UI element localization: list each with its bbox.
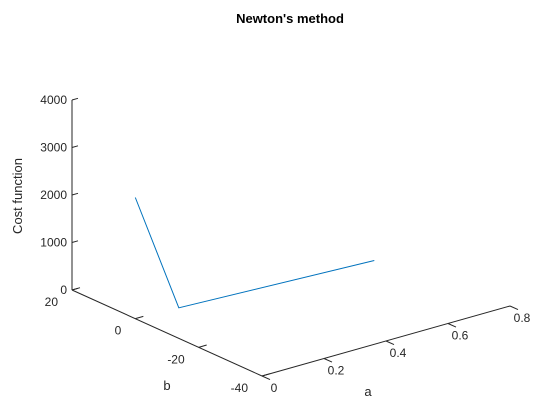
z-axis-label: Cost function bbox=[10, 158, 25, 234]
z-tick-label: 0 bbox=[60, 283, 67, 297]
x-tick-mark bbox=[261, 375, 271, 381]
chart-title: Newton's method bbox=[236, 11, 344, 26]
x-tick-label: 0 bbox=[271, 381, 278, 395]
x-tick-label: 0.2 bbox=[328, 364, 345, 378]
z-tick-mark bbox=[71, 97, 79, 101]
z-tick-label: 3000 bbox=[40, 141, 67, 155]
y-axis-label: b bbox=[163, 378, 170, 393]
z-tick-label: 4000 bbox=[40, 93, 67, 107]
y-tick-label: -40 bbox=[231, 381, 249, 395]
y-tick-label: -20 bbox=[167, 352, 185, 366]
x-tick-mark bbox=[385, 340, 395, 346]
series-layer bbox=[134, 197, 375, 309]
z-tick-mark bbox=[71, 240, 79, 243]
series-line bbox=[134, 197, 375, 309]
y-axis-line bbox=[71, 289, 263, 377]
x-tick-label: 0.6 bbox=[452, 329, 469, 343]
z-tick-label: 2000 bbox=[40, 188, 67, 202]
x-tick-mark bbox=[447, 323, 457, 328]
z-tick-label: 1000 bbox=[40, 236, 67, 250]
y-tick-mark bbox=[261, 373, 271, 377]
x-tick-mark bbox=[509, 305, 519, 311]
z-tick-mark bbox=[71, 287, 79, 291]
x-tick-label: 0.8 bbox=[514, 311, 531, 325]
y-tick-mark bbox=[198, 344, 207, 348]
y-tick-label: 0 bbox=[115, 324, 122, 338]
y-tick-mark bbox=[135, 315, 144, 320]
y-tick-label: 20 bbox=[45, 295, 59, 309]
z-tick-mark bbox=[71, 145, 79, 148]
x-tick-label: 0.4 bbox=[390, 346, 407, 360]
z-tick-mark bbox=[71, 192, 79, 196]
axes bbox=[71, 100, 511, 377]
x-tick-mark bbox=[323, 358, 333, 363]
x-axis-label: a bbox=[364, 384, 372, 399]
